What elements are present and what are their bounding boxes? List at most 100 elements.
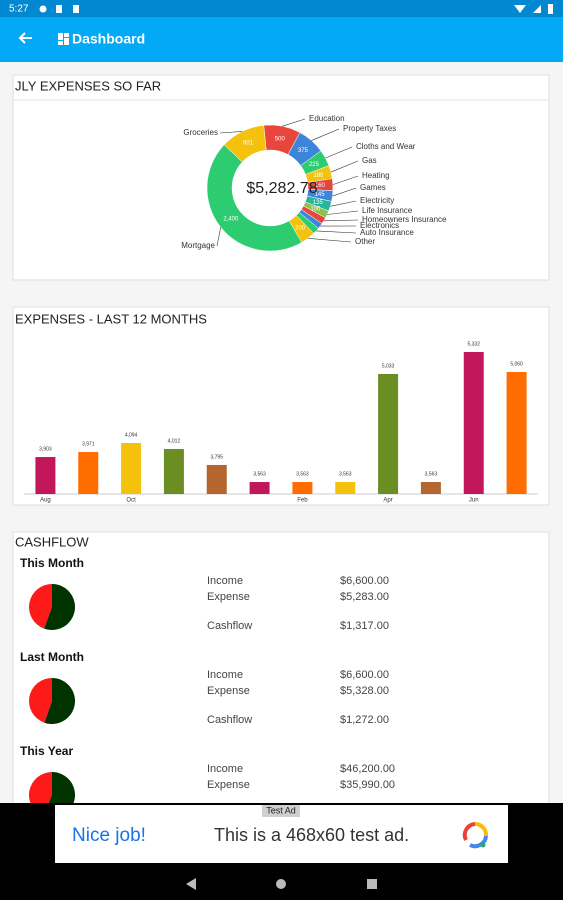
pie-slice: [44, 678, 75, 725]
back-button[interactable]: [18, 32, 32, 44]
bar-value-label: 3,795: [210, 454, 223, 460]
row-label: Expense: [207, 779, 250, 791]
bar: [78, 452, 99, 494]
bar-chart: 3,903 Aug 3,971 4,094 Oct 4,012 3,795 3,563 3,56…: [24, 341, 538, 504]
ad-badge: Test Ad: [266, 805, 296, 815]
slice-value-label: 225: [309, 162, 320, 168]
x-tick-label: Oct: [126, 498, 136, 504]
slice-value-label: 100: [310, 207, 321, 213]
x-tick-label: Apr: [383, 498, 392, 504]
dashboard-icon: [58, 33, 69, 45]
slice-value-label: 500: [275, 137, 286, 143]
row-value: $1,272.00: [340, 714, 389, 726]
pie-slice: [28, 678, 52, 723]
slice-label: Education: [309, 114, 345, 123]
row-value: $6,600.00: [340, 669, 389, 681]
bar: [292, 482, 313, 494]
card: [12, 531, 550, 803]
row-label: Income: [207, 763, 243, 775]
bar-value-label: 4,012: [168, 438, 181, 444]
bar: [506, 371, 527, 494]
bar: [378, 373, 399, 494]
row-value: $6,600.00: [340, 575, 389, 587]
bar-value-label: 3,971: [82, 441, 95, 447]
bar: [163, 449, 184, 494]
slice-label: Games: [360, 183, 386, 192]
bar: [249, 482, 270, 494]
ad-text: This is a 468x60 test ad.: [214, 825, 409, 845]
bar-value-label: 5,033: [382, 363, 395, 369]
x-tick-label: Jun: [469, 498, 479, 504]
ad-badge-bg: [262, 805, 300, 817]
slice-label: Other: [355, 237, 375, 246]
slice-label: Electronics: [360, 221, 399, 230]
row-label: Cashflow: [207, 620, 252, 632]
row-value: $5,283.00: [340, 591, 389, 603]
donut-chart: 500 Education 375 Property Taxes 225 Cloths a…: [181, 114, 447, 252]
ad-logo: [462, 821, 489, 849]
bar-value-label: 3,563: [425, 471, 438, 477]
row-value: $1,317.00: [340, 620, 389, 632]
card-title: JLY EXPENSES SO FAR: [15, 78, 161, 93]
slice-label: Gas: [362, 156, 377, 165]
leader-line: [282, 118, 306, 127]
pie-slice: [44, 584, 75, 630]
row-value: $35,990.00: [340, 779, 395, 791]
leader-line: [325, 146, 353, 159]
bar-value-label: 4,094: [125, 432, 138, 438]
slice-value-label: 375: [298, 148, 309, 154]
status-time: 5:27: [9, 4, 29, 15]
row-label: Income: [207, 575, 243, 587]
slice-value-label: 145: [315, 192, 326, 198]
leader-line: [323, 219, 359, 222]
bar: [206, 464, 227, 494]
bar-value-label: 3,563: [253, 471, 266, 477]
slice-label: Groceries: [183, 128, 218, 137]
pie-slice: [48, 772, 75, 803]
slice-label: Life Insurance: [362, 206, 413, 215]
bar: [121, 442, 142, 494]
donut-slice: [206, 144, 303, 252]
bar-value-label: 5,332: [467, 341, 480, 347]
row-label: Expense: [207, 591, 250, 603]
slice-label: Heating: [362, 171, 390, 180]
slice-label: Property Taxes: [343, 124, 396, 133]
nav-home[interactable]: [276, 879, 286, 889]
bar-value-label: 3,563: [339, 471, 352, 477]
row-value: $5,328.00: [340, 685, 389, 697]
leader-line: [330, 200, 357, 207]
ad-headline: Nice job!: [72, 825, 146, 846]
slice-label: Homeowners Insurance: [362, 215, 447, 224]
section-title: This Month: [20, 556, 84, 570]
nav-recents[interactable]: [367, 879, 377, 889]
x-tick-label: Aug: [40, 498, 51, 504]
bar-value-label: 5,060: [510, 361, 523, 367]
leader-line: [330, 160, 359, 173]
app-bar: [0, 17, 563, 62]
leader-line: [316, 230, 357, 234]
card-title: CASHFLOW: [15, 534, 89, 549]
content: JLY EXPENSES SO FAR 500 Education 375 Prope…: [12, 74, 550, 803]
bar: [420, 482, 441, 494]
slice-value-label: 135: [313, 200, 324, 206]
nav-back[interactable]: [186, 878, 196, 890]
section-title: This Year: [20, 744, 73, 758]
status-icons: [39, 4, 553, 14]
bar: [335, 482, 356, 494]
bar-value-label: 3,563: [296, 471, 309, 477]
card: [12, 306, 550, 506]
row-value: $46,200.00: [340, 763, 395, 775]
leader-line: [327, 210, 359, 215]
app-title: Dashboard: [72, 31, 145, 47]
slice-label: Cloths and Wear: [356, 142, 416, 151]
pie-slice: [28, 584, 52, 629]
card-title: EXPENSES - LAST 12 MONTHS: [15, 311, 207, 326]
leader-line: [219, 131, 243, 134]
x-tick-label: Feb: [297, 498, 308, 504]
status-bar: [0, 0, 563, 17]
slice-label: Auto Insurance: [360, 228, 414, 237]
slice-value-label: 2,400: [223, 217, 239, 223]
slice-value-label: 200: [295, 225, 306, 231]
leader-line: [332, 187, 357, 197]
